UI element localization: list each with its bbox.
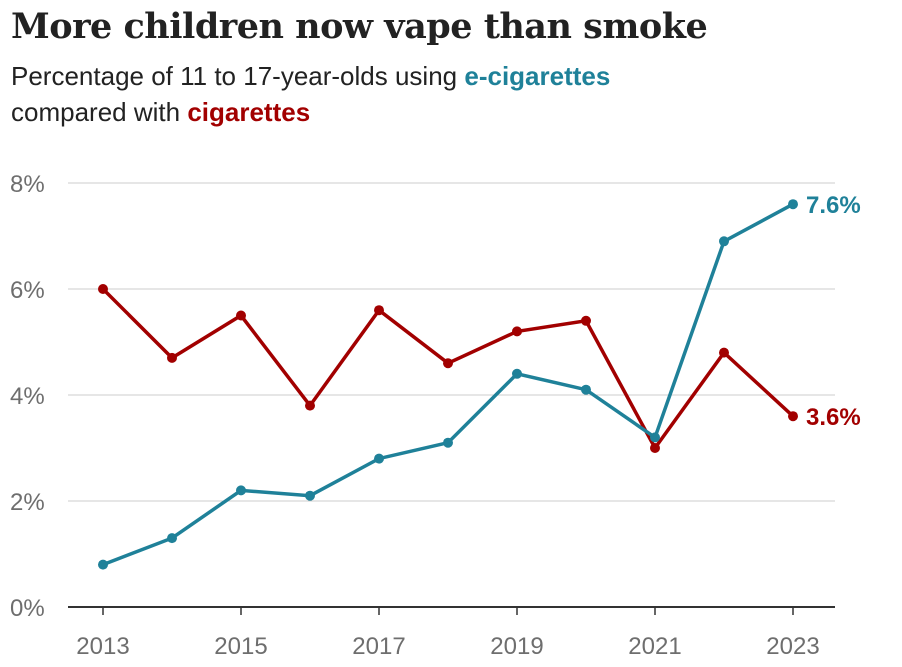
y-tick-label-4: 4%	[10, 383, 45, 410]
cigarettes-point-2022	[719, 347, 729, 358]
subtitle-cig-label: cigarettes	[187, 97, 311, 127]
e-cigarettes-series-line	[102, 202, 794, 567]
x-tick-label-2023: 2023	[766, 633, 819, 660]
e-cigarettes-point-2020	[581, 384, 591, 395]
x-tick-label-2019: 2019	[490, 633, 543, 660]
y-tick-label-6: 6%	[10, 277, 45, 304]
x-tick-label-2013: 2013	[76, 633, 129, 660]
x-tick-label-2017: 2017	[352, 633, 405, 660]
subtitle-ecig-label: e-cigarettes	[464, 61, 611, 91]
end-labels: 3.6% 7.6%	[806, 192, 861, 431]
cigarettes-point-2021	[650, 443, 660, 453]
e-cigarettes-point-2022	[719, 236, 729, 247]
y-tick-label-2: 2%	[10, 489, 45, 516]
subtitle-text-2: compared with	[11, 97, 188, 127]
chart-title: More children now vape than smoke	[11, 6, 708, 47]
e-cigarettes-end-label: 7.6%	[806, 192, 861, 219]
series-layer	[98, 199, 798, 570]
y-tick-label-0: 0%	[10, 595, 45, 622]
x-tick-label-2015: 2015	[214, 633, 267, 660]
cigarettes-point-2019	[512, 326, 522, 337]
cigarettes-point-2016	[305, 400, 315, 411]
subtitle-text-1: Percentage of 11 to 17-year-olds using	[11, 61, 465, 91]
grid-layer	[68, 182, 835, 608]
cigarettes-point-2013	[98, 284, 108, 294]
cigarettes-point-2014	[167, 352, 177, 363]
cigarettes-point-2023	[788, 411, 798, 422]
e-cigarettes-point-2021	[650, 432, 660, 443]
chart-subtitle: Percentage of 11 to 17-year-olds using e…	[11, 58, 610, 130]
cigarettes-point-2015	[236, 310, 246, 321]
e-cigarettes-point-2018	[443, 437, 453, 448]
y-tick-label-8: 8%	[10, 171, 45, 198]
e-cigarettes-point-2017	[374, 453, 384, 464]
e-cigarettes-point-2014	[167, 533, 177, 544]
y-axis-ticks: 0% 2% 4% 6% 8%	[10, 171, 45, 622]
x-tick-label-2021: 2021	[628, 633, 681, 660]
e-cigarettes-point-2013	[98, 559, 108, 570]
e-cigarettes-point-2019	[512, 368, 522, 379]
e-cigarettes-point-2015	[236, 485, 246, 496]
cigarettes-point-2017	[374, 305, 384, 316]
e-cigarettes-point-2016	[305, 490, 315, 501]
e-cigarettes-point-2023	[788, 199, 798, 210]
cigarettes-series-line	[101, 287, 795, 452]
x-axis-ticks: 2013 2015 2017 2019 2021 2023	[76, 607, 820, 660]
cigarettes-end-label: 3.6%	[806, 404, 861, 431]
cigarettes-point-2020	[581, 315, 591, 326]
cigarettes-point-2018	[443, 358, 453, 369]
